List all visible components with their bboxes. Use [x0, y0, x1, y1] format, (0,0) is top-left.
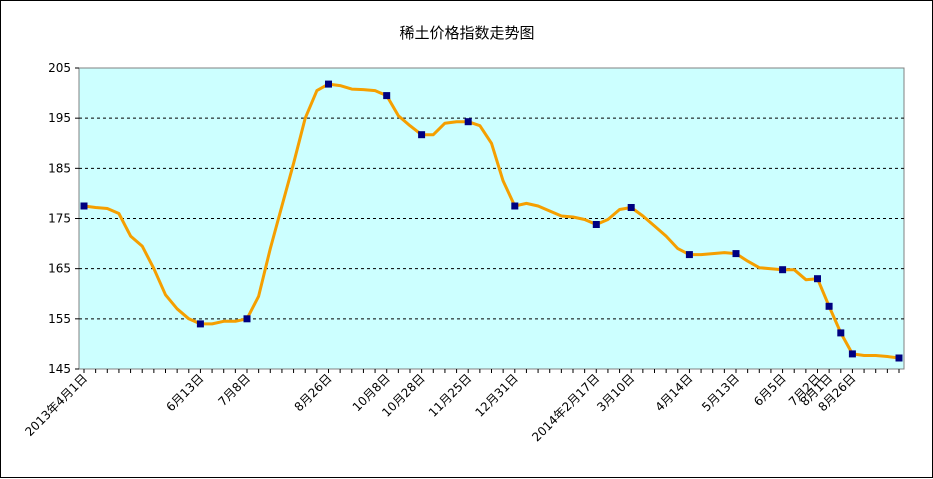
- data-point-marker: [685, 251, 693, 259]
- x-tick-label: 11月25日: [426, 371, 474, 419]
- y-tick-label: 185: [48, 161, 71, 175]
- data-point-marker: [243, 315, 251, 323]
- y-tick-label: 165: [48, 262, 71, 276]
- x-tick-label: 2013年4月1日: [22, 371, 90, 439]
- data-point-marker: [779, 266, 787, 274]
- chart-title: 稀土价格指数走势图: [399, 24, 534, 42]
- y-tick-label: 205: [48, 61, 71, 75]
- data-point-marker: [895, 354, 903, 362]
- data-point-marker: [325, 80, 332, 88]
- y-tick-label: 145: [48, 362, 71, 376]
- series-line: [82, 82, 901, 360]
- y-axis: 145 155 165 175 185 195 205: [48, 61, 79, 376]
- x-tick-label: 5月13日: [699, 371, 742, 414]
- data-point-marker: [418, 131, 426, 139]
- y-tick-label: 155: [48, 312, 71, 326]
- x-tick-label: 2014年2月17日: [529, 371, 602, 444]
- x-tick-label: 4月14日: [652, 371, 695, 414]
- y-tick-label: 175: [48, 212, 71, 226]
- x-tick-label: 12月31日: [472, 371, 520, 419]
- data-point-marker: [627, 204, 635, 211]
- x-tick-label: 3月10日: [594, 371, 637, 414]
- x-tick-label: 8月26日: [292, 371, 335, 414]
- x-tick-label: 6月5日: [751, 371, 789, 409]
- data-point-marker: [814, 275, 821, 283]
- y-tick-label: 195: [48, 111, 71, 125]
- data-point-marker: [848, 350, 856, 358]
- data-point-marker: [383, 92, 391, 100]
- data-point-marker: [511, 202, 519, 210]
- data-point-marker: [732, 250, 740, 258]
- data-point-marker: [196, 320, 204, 328]
- data-point-marker: [825, 302, 833, 310]
- series-markers: [80, 80, 903, 362]
- x-tick-label: 6月13日: [163, 371, 206, 414]
- data-point-marker: [80, 202, 88, 210]
- data-point-marker: [837, 329, 845, 337]
- x-axis: 2013年4月1日 6月13日 7月8日 8月26日 10月8日10月28日11月25日…: [22, 369, 900, 444]
- data-point-marker: [464, 118, 472, 126]
- plot-area: [78, 67, 905, 370]
- data-point-marker: [592, 221, 600, 228]
- x-tick-label: 7月8日: [215, 371, 253, 409]
